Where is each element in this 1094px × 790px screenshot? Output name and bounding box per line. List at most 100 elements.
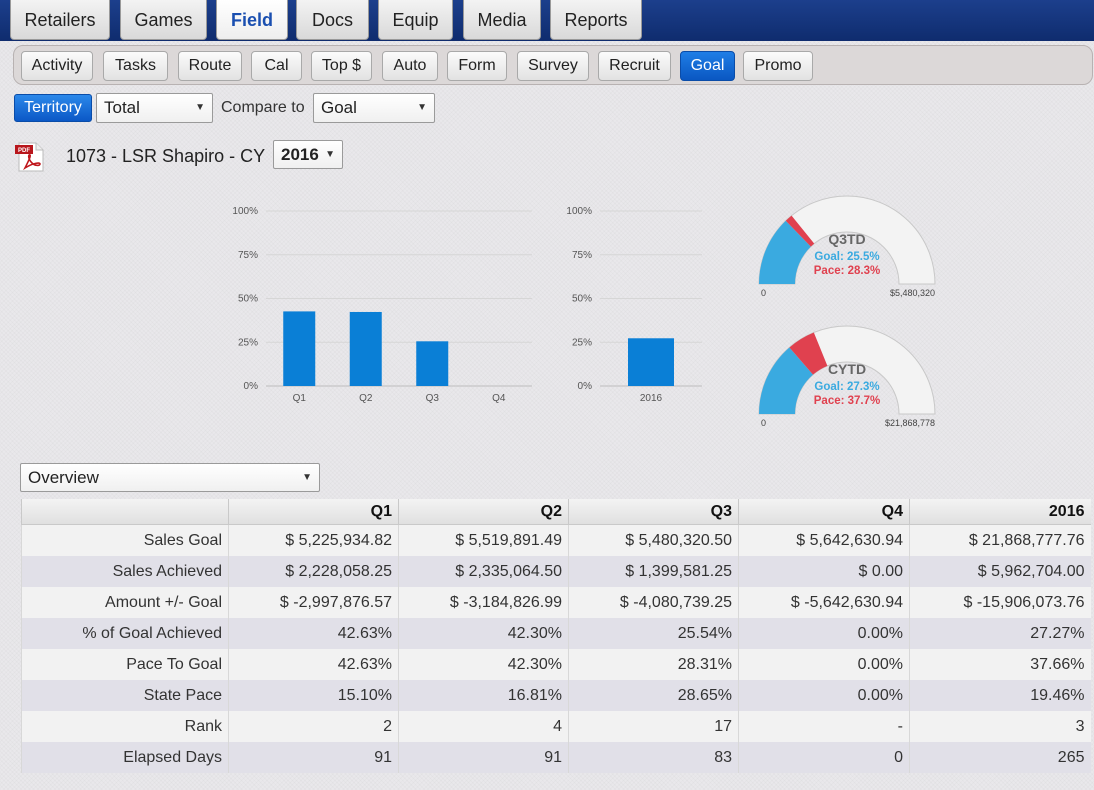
table-cell: 0 <box>738 742 910 773</box>
table-cell: 25.54% <box>568 618 739 649</box>
table-row: % of Goal Achieved 42.63% 42.30% 25.54% … <box>21 618 1091 649</box>
table-cell: $ 2,335,064.50 <box>398 556 569 587</box>
row-label: Sales Achieved <box>21 556 229 587</box>
subtab-auto[interactable]: Auto <box>382 51 438 81</box>
table-row: Pace To Goal 42.63% 42.30% 28.31% 0.00% … <box>21 649 1091 680</box>
x-tick-label: Q3 <box>426 393 440 404</box>
table-cell: 17 <box>568 711 739 742</box>
gauge-goal-arc <box>759 220 811 284</box>
table-cell: 27.27% <box>909 618 1091 649</box>
subtab-route[interactable]: Route <box>178 51 242 81</box>
table-cell: $ 1,399,581.25 <box>568 556 739 587</box>
compare-select-value: Goal <box>321 98 357 117</box>
gauge-min-label: 0 <box>761 418 766 428</box>
gauge-track <box>758 195 936 285</box>
table-cell: 42.63% <box>228 618 399 649</box>
table-cell: $ -4,080,739.25 <box>568 587 739 618</box>
subtab-recruit[interactable]: Recruit <box>598 51 671 81</box>
gauge-max-label: $5,480,320 <box>890 288 935 298</box>
tab-games[interactable]: Games <box>120 0 207 40</box>
table-cell: $ -2,997,876.57 <box>228 587 399 618</box>
top-tab-bar: Retailers Games Field Docs Equip Media R… <box>0 0 1094 41</box>
subtab-activity[interactable]: Activity <box>21 51 93 81</box>
gauge-pace-arc <box>785 215 815 247</box>
gauge-max-label: $21,868,778 <box>885 418 935 428</box>
table-cell: 2 <box>228 711 399 742</box>
column-header: Q2 <box>398 499 569 525</box>
year-select-value: 2016 <box>281 145 319 164</box>
table-cell: 28.31% <box>568 649 739 680</box>
table-row: Elapsed Days 91 91 83 0 265 <box>21 742 1091 773</box>
q3td-gauge: Q3TD Goal: 25.5% Pace: 28.3% 0 $5,480,320 <box>758 195 936 298</box>
table-row: Sales Achieved $ 2,228,058.25 $ 2,335,06… <box>21 556 1091 587</box>
sub-navigation: Activity Tasks Route Cal Top $ Auto Form… <box>13 45 1093 85</box>
year-select[interactable]: 2016 ▼ <box>273 140 343 169</box>
subtab-tasks[interactable]: Tasks <box>103 51 168 81</box>
y-tick-label: 50% <box>238 294 258 305</box>
territory-button[interactable]: Territory <box>14 94 92 122</box>
table-cell: 91 <box>228 742 399 773</box>
compare-to-label: Compare to <box>221 99 305 116</box>
cytd-gauge: CYTD Goal: 27.3% Pace: 37.7% 0 $21,868,778 <box>758 325 936 428</box>
gauge-goal-label: Goal: 25.5% <box>814 251 879 263</box>
tab-equip[interactable]: Equip <box>378 0 453 40</box>
chevron-down-icon: ▼ <box>325 149 335 160</box>
table-cell: 37.66% <box>909 649 1091 680</box>
table-cell: 83 <box>568 742 739 773</box>
table-cell: $ 5,519,891.49 <box>398 524 569 556</box>
subtab-cal[interactable]: Cal <box>251 51 302 81</box>
x-tick-label: Q1 <box>293 393 307 404</box>
subtab-form[interactable]: Form <box>447 51 507 81</box>
row-label: Elapsed Days <box>21 742 229 773</box>
table-cell: 0.00% <box>738 649 910 680</box>
table-cell: 15.10% <box>228 680 399 711</box>
y-tick-label: 75% <box>572 250 592 261</box>
compare-select[interactable]: Goal ▼ <box>313 93 435 123</box>
y-tick-label: 50% <box>572 294 592 305</box>
row-label: Rank <box>21 711 229 742</box>
x-tick-label: Q2 <box>359 393 373 404</box>
column-header <box>21 499 229 525</box>
chevron-down-icon: ▼ <box>302 472 312 483</box>
tab-field[interactable]: Field <box>216 0 288 40</box>
bar <box>283 311 316 386</box>
table-row: Sales Goal $ 5,225,934.82 $ 5,519,891.49… <box>21 524 1091 556</box>
table-cell: 0.00% <box>738 618 910 649</box>
quarterly-goal-bar-chart: 0% 25% 50% 75% 100% Q1 Q2 Q3 Q4 <box>232 206 532 404</box>
table-cell: 16.81% <box>398 680 569 711</box>
y-tick-label: 0% <box>244 381 259 392</box>
annual-goal-bar-chart: 0% 25% 50% 75% 100% 2016 <box>566 206 702 404</box>
bar <box>628 338 674 386</box>
table-cell: 28.65% <box>568 680 739 711</box>
scope-select[interactable]: Total ▼ <box>96 93 213 123</box>
table-row: Amount +/- Goal $ -2,997,876.57 $ -3,184… <box>21 587 1091 618</box>
table-cell: - <box>738 711 910 742</box>
subtab-goal[interactable]: Goal <box>680 51 735 81</box>
tab-docs[interactable]: Docs <box>296 0 369 40</box>
view-select[interactable]: Overview ▼ <box>20 463 320 492</box>
pdf-icon[interactable]: PDF <box>15 142 45 172</box>
table-cell: $ 5,962,704.00 <box>909 556 1091 587</box>
column-header: Q4 <box>738 499 910 525</box>
x-tick-label: 2016 <box>640 393 663 404</box>
table-cell: 42.30% <box>398 618 569 649</box>
table-row: State Pace 15.10% 16.81% 28.65% 0.00% 19… <box>21 680 1091 711</box>
table-row: Rank 2 4 17 - 3 <box>21 711 1091 742</box>
tab-retailers[interactable]: Retailers <box>10 0 110 40</box>
charts-area: 0% 25% 50% 75% 100% Q1 Q2 Q3 Q4 0% 25% 50% 75% 100% 2… <box>232 195 936 428</box>
row-label: Pace To Goal <box>21 649 229 680</box>
y-tick-label: 0% <box>578 381 593 392</box>
tab-media[interactable]: Media <box>463 0 541 40</box>
subtab-top-dollar[interactable]: Top $ <box>311 51 372 81</box>
y-tick-label: 100% <box>232 206 258 217</box>
overview-table: Q1 Q2 Q3 Q4 2016 Sales Goal $ 5,225,934.… <box>21 499 1091 773</box>
subtab-promo[interactable]: Promo <box>743 51 813 81</box>
table-cell: $ 21,868,777.76 <box>909 524 1091 556</box>
row-label: State Pace <box>21 680 229 711</box>
subtab-survey[interactable]: Survey <box>517 51 589 81</box>
tab-reports[interactable]: Reports <box>550 0 642 40</box>
report-title: 1073 - LSR Shapiro - CY <box>66 146 266 166</box>
table-cell: 42.30% <box>398 649 569 680</box>
y-tick-label: 25% <box>572 337 592 348</box>
y-tick-label: 100% <box>566 206 592 217</box>
